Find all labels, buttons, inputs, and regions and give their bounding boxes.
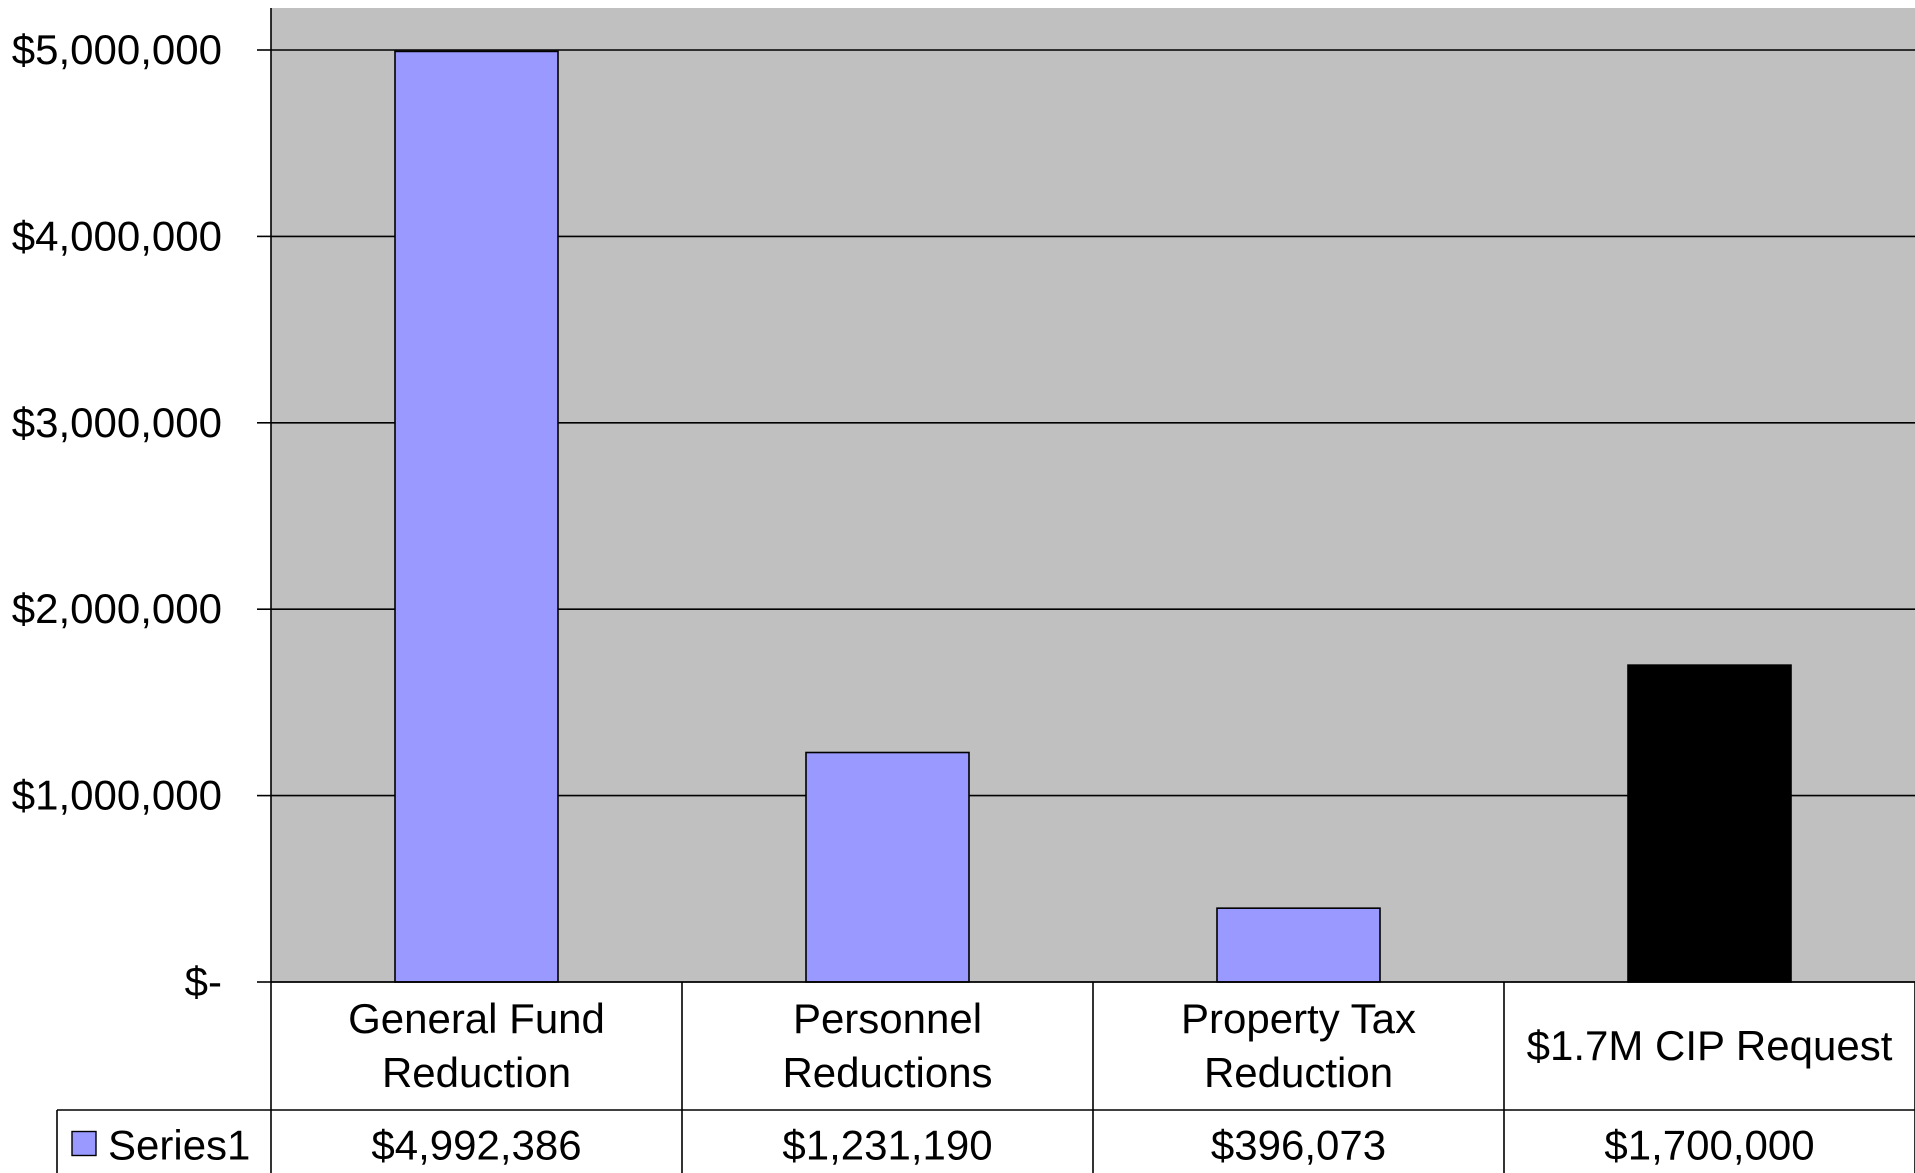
data-label: $4,992,386 xyxy=(371,1122,581,1169)
bars xyxy=(394,50,1792,983)
y-tick-label: $2,000,000 xyxy=(12,585,222,632)
y-tick-label: $3,000,000 xyxy=(12,399,222,446)
y-tick-label: $5,000,000 xyxy=(12,26,222,73)
bar xyxy=(805,751,970,983)
data-label: $396,073 xyxy=(1211,1122,1386,1169)
category-label: Personnel Reductions xyxy=(782,995,992,1096)
y-tick-label: $1,000,000 xyxy=(12,772,222,819)
y-axis: $5,000,000 $4,000,000 $3,000,000 $2,000,000… xyxy=(12,8,272,1005)
y-tick-label: $4,000,000 xyxy=(12,212,222,259)
legend-swatch xyxy=(71,1130,97,1157)
data-table: General Fund Reduction Personnel Reductions… xyxy=(56,981,1915,1173)
category-label: General Fund Reduction xyxy=(348,995,605,1096)
category-label: $1.7M CIP Request xyxy=(1527,1022,1893,1069)
data-label: $1,231,190 xyxy=(782,1122,992,1169)
category-label: Property Tax Reduction xyxy=(1181,995,1416,1096)
y-tick-label: $- xyxy=(185,958,222,1005)
bar xyxy=(1216,907,1381,983)
bar xyxy=(394,50,559,983)
bar xyxy=(1627,664,1792,983)
data-label: $1,700,000 xyxy=(1604,1122,1814,1169)
legend-label: Series1 xyxy=(108,1122,250,1169)
